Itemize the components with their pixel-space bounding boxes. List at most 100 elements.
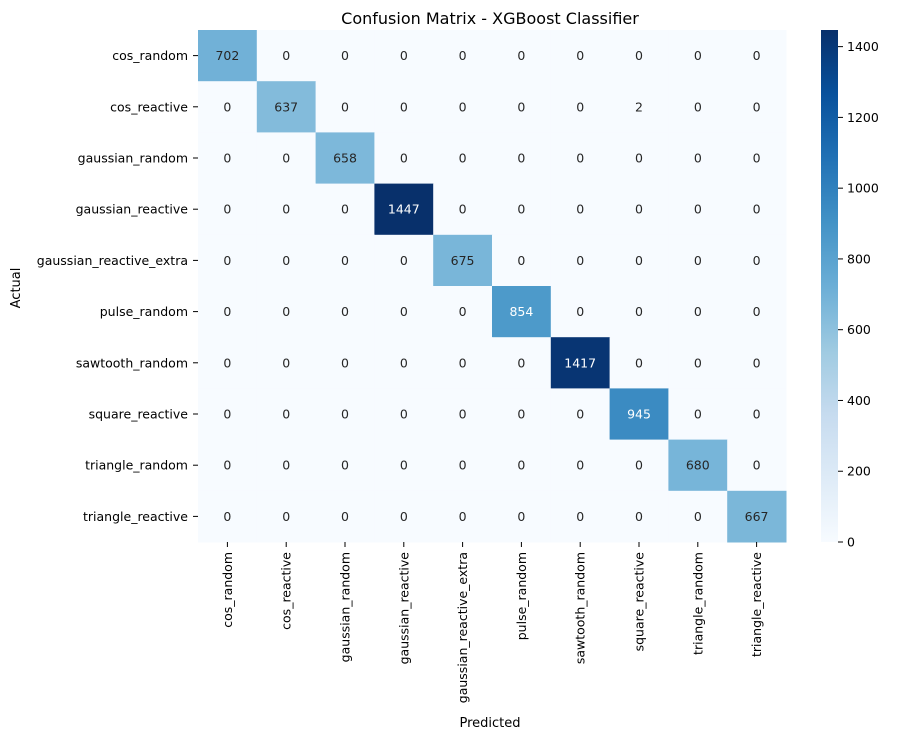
cell-value-label: 0 [282, 304, 290, 319]
heatmap-cell [198, 337, 258, 389]
cell-value-label: 0 [223, 253, 231, 268]
heatmap-cell [668, 286, 728, 338]
heatmap-cell [374, 30, 434, 82]
heatmap-cell [198, 30, 258, 82]
cell-value-label: 0 [576, 202, 584, 217]
cell-value-label: 0 [576, 304, 584, 319]
cell-value-label: 1447 [388, 202, 420, 217]
cell-value-label: 0 [635, 253, 643, 268]
heatmap-cell [609, 439, 669, 492]
cell-value-label: 667 [745, 509, 769, 524]
cell-value-label: 0 [694, 151, 702, 166]
cell-value-label: 0 [576, 509, 584, 524]
heatmap-cell [315, 439, 375, 492]
cell-value-label: 0 [517, 407, 525, 422]
cell-value-label: 0 [694, 407, 702, 422]
heatmap-cell [668, 81, 728, 133]
heatmap-cell [256, 490, 317, 543]
heatmap-cell [433, 183, 493, 236]
cell-value-label: 0 [400, 407, 408, 422]
cell-value-label: 0 [282, 253, 290, 268]
cell-value-label: 0 [400, 99, 408, 114]
heatmap-cell [550, 337, 611, 389]
heatmap-cell [374, 439, 434, 492]
cell-value-label: 0 [459, 48, 467, 63]
heatmap-cell [550, 234, 611, 287]
cell-value-label: 0 [694, 304, 702, 319]
cell-value-label: 0 [400, 253, 408, 268]
heatmap-cell [198, 439, 258, 492]
cell-value-label: 0 [223, 509, 231, 524]
heatmap-cell [433, 337, 493, 389]
y-tick-label: triangle_reactive [83, 509, 188, 524]
cell-value-label: 0 [635, 304, 643, 319]
heatmap-cell [550, 183, 611, 236]
heatmap-cell [492, 234, 552, 287]
cell-value-label: 0 [459, 458, 467, 473]
y-tick-label: gaussian_random [78, 151, 188, 166]
cell-value-label: 637 [274, 99, 298, 114]
heatmap-cell [668, 234, 728, 287]
cell-value-label: 0 [282, 48, 290, 63]
cell-value-label: 0 [753, 48, 761, 63]
heatmap-cell [315, 388, 375, 441]
heatmap-cell [727, 234, 787, 287]
heatmap-cell [492, 286, 552, 338]
x-tick-label: square_reactive [632, 552, 647, 652]
cell-value-label: 0 [694, 202, 702, 217]
heatmap-cell [727, 490, 787, 543]
heatmap-cell [668, 337, 728, 389]
cell-value-label: 0 [341, 99, 349, 114]
heatmap-cells [198, 30, 787, 543]
x-axis-ticks: cos_random cos_reactive gaussian_random gau… [220, 542, 764, 703]
heatmap-cell [433, 286, 493, 338]
heatmap-cell [433, 132, 493, 185]
heatmap-cell [609, 183, 669, 236]
heatmap-cell [550, 388, 611, 441]
heatmap-cell [550, 81, 611, 133]
cell-value-label: 0 [635, 509, 643, 524]
heatmap-cell [198, 81, 258, 133]
y-tick-label: pulse_random [100, 304, 188, 319]
cell-value-label: 0 [282, 151, 290, 166]
cell-value-label: 0 [753, 99, 761, 114]
heatmap-cell [550, 132, 611, 185]
heatmap-cell [492, 337, 552, 389]
heatmap-cell [256, 234, 317, 287]
cell-value-label: 0 [753, 458, 761, 473]
cell-value-label: 0 [223, 458, 231, 473]
cell-value-label: 0 [635, 151, 643, 166]
y-tick-label: triangle_random [85, 458, 188, 473]
heatmap-cell [315, 490, 375, 543]
cell-value-label: 0 [341, 355, 349, 370]
y-tick-label: gaussian_reactive [76, 202, 189, 217]
heatmap-cell [315, 183, 375, 236]
cell-value-label: 0 [694, 355, 702, 370]
heatmap-cell [668, 183, 728, 236]
heatmap-cell [668, 132, 728, 185]
heatmap-cell [550, 439, 611, 492]
heatmap-cell [492, 30, 552, 82]
colorbar-tick-label: 1400 [847, 39, 879, 54]
cell-value-label: 0 [223, 151, 231, 166]
x-tick-label: sawtooth_random [573, 552, 588, 664]
heatmap-cell [609, 286, 669, 338]
heatmap-cell [256, 388, 317, 441]
heatmap-cell [315, 30, 375, 82]
cell-value-label: 0 [694, 509, 702, 524]
x-tick-label: cos_random [220, 552, 235, 628]
cell-value-label: 854 [509, 304, 533, 319]
cell-value-label: 0 [341, 48, 349, 63]
heatmap-cell [315, 132, 375, 185]
colorbar-ticks: 0 200 400 600 800 1000 1200 1400 [838, 39, 879, 550]
colorbar-tick-label: 800 [847, 251, 871, 266]
cell-value-label: 0 [576, 407, 584, 422]
cell-value-label: 0 [223, 355, 231, 370]
y-axis-label: Actual [9, 268, 24, 309]
x-tick-label: cos_reactive [279, 552, 294, 630]
cell-value-label: 0 [223, 99, 231, 114]
heatmap-cell [256, 286, 317, 338]
heatmap-cell [609, 337, 669, 389]
heatmap-cell [256, 81, 317, 133]
